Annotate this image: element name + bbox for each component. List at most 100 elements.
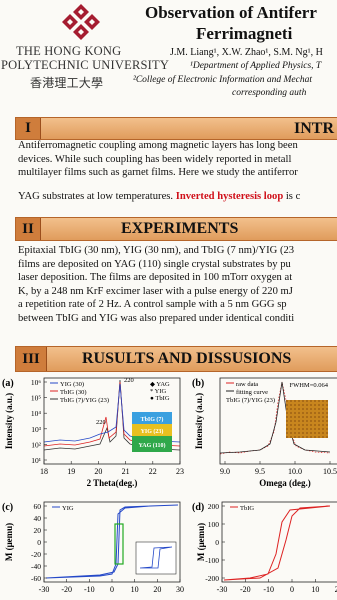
x-tick-label: -20 xyxy=(61,585,72,594)
plot-frame xyxy=(221,501,337,583)
y-tick-label: 10³ xyxy=(31,425,42,434)
paragraph-line: Antiferromagnetic coupling among magneti… xyxy=(18,140,298,151)
paragraph-line: Epitaxial TbIG (30 nm), YIG (30 nm), and… xyxy=(18,245,295,256)
y-tick-label: -40 xyxy=(31,562,41,571)
legend-label: fitting curve xyxy=(236,389,268,396)
y-tick-label: 10⁶ xyxy=(31,378,42,387)
paragraph-line: devices. While such coupling has been wi… xyxy=(18,153,292,165)
marker-legend: ● TbIG xyxy=(150,395,170,402)
text: YAG substrates at low temperatures. xyxy=(18,191,176,202)
layer xyxy=(132,424,172,436)
authors: J.M. Liang¹, X.W. Zhao¹, S.M. Ng¹, H xyxy=(170,47,323,58)
x-tick-label: 21 xyxy=(122,467,130,476)
paragraph-line: laser deposition. The films are deposite… xyxy=(18,272,293,283)
y-axis-label: M (μemu) xyxy=(196,523,206,561)
x-axis-label: Omega (deg.) xyxy=(259,478,311,488)
x-tick-label: 18 xyxy=(40,467,48,476)
layer-label: YAG (110) xyxy=(139,442,166,449)
paragraph-line: multilayer films such as garnet films. H… xyxy=(18,167,298,178)
y-tick-label: 10⁴ xyxy=(31,409,42,418)
y-tick-label: 200 xyxy=(208,502,220,511)
legend-label: YIG xyxy=(62,505,74,512)
y-tick-label: 60 xyxy=(34,502,42,511)
x-tick-label: 20 xyxy=(94,467,102,476)
section-header: III RUSULTS AND DISSUSIONS xyxy=(15,346,337,372)
x-tick-label: 23 xyxy=(176,467,184,476)
x-tick-label: -10 xyxy=(263,585,274,594)
marker-legend: * YIG xyxy=(150,388,166,395)
y-tick-label: -100 xyxy=(205,556,219,565)
layer xyxy=(132,436,172,452)
y-tick-label: 0 xyxy=(37,538,41,547)
y-tick-label: -20 xyxy=(31,550,41,559)
y-tick-label: 10⁵ xyxy=(31,394,42,403)
paragraph-line: YAG substrates at low temperatures. Inve… xyxy=(18,191,300,202)
y-tick-label: -200 xyxy=(205,574,219,583)
y-tick-label: 10² xyxy=(31,440,42,449)
y-tick-label: 100 xyxy=(208,520,220,529)
inset-curve xyxy=(139,546,173,569)
x-tick-label: 10.5 xyxy=(323,467,337,476)
section-numeral: I xyxy=(16,118,41,139)
panel-label: (d) xyxy=(192,502,204,513)
x-tick-label: 9.5 xyxy=(255,467,265,476)
peak-label: 220 xyxy=(96,419,106,426)
paragraph-line: a repetition rate of 2 Hz. A control sam… xyxy=(18,299,287,310)
x-tick-label: 9.0 xyxy=(220,467,230,476)
panel-label: (c) xyxy=(2,502,13,513)
highlight-box xyxy=(114,523,124,565)
x-tick-label: 10.0 xyxy=(288,467,302,476)
y-tick-label: -60 xyxy=(31,574,41,583)
panel-label: (b) xyxy=(192,378,204,389)
legend-label: TbIG xyxy=(240,505,254,512)
section-header: II EXPERIMENTS xyxy=(15,217,337,241)
x-tick-label: 10 xyxy=(131,585,139,594)
y-tick-label: 40 xyxy=(34,514,42,523)
legend-label: TbIG (7)/YIG (23) xyxy=(60,397,109,404)
title: Observation of Antiferr xyxy=(145,3,317,22)
curve xyxy=(219,381,331,454)
section-numeral: II xyxy=(16,218,41,240)
section-numeral: III xyxy=(16,347,47,371)
curve xyxy=(223,505,331,581)
legend-label: TbIG (7)/YIG (23) xyxy=(226,397,275,404)
x-tick-label: 0 xyxy=(290,585,294,594)
university-name: THE HONG KONG xyxy=(16,44,122,58)
figure: (c) M (μemu) -30 -20 -10 0 10 20 30 60 40 20 0 -20 -40… xyxy=(2,501,184,594)
x-tick-label: -10 xyxy=(84,585,95,594)
paragraph-line: films are deposited on YAG (110) single … xyxy=(18,258,291,270)
x-tick-label: -30 xyxy=(39,585,50,594)
peak-label: 220 xyxy=(124,377,134,384)
university-name-zh: 香港理工大學 xyxy=(30,76,104,90)
layer-label: YIG (23) xyxy=(141,428,164,435)
highlight: Inverted hysteresis loop xyxy=(175,191,284,202)
title: Ferrimagneti xyxy=(196,24,293,43)
x-tick-label: 20 xyxy=(153,585,161,594)
paragraph-line: between TbIG and YIG was also prepared u… xyxy=(18,312,295,324)
logo xyxy=(62,4,100,40)
legend-label: YIG (30) xyxy=(60,381,84,388)
panel-label: (a) xyxy=(2,378,14,389)
section-header: I INTR xyxy=(15,117,337,140)
figure: (d)M (μemu)-30-20-1001020302001000-100-2… xyxy=(192,501,337,594)
y-tick-label: 0 xyxy=(215,538,219,547)
y-tick-label: 20 xyxy=(34,526,42,535)
x-axis-label: 2 Theta(deg.) xyxy=(87,478,138,488)
annotation: FWHM=0.064 xyxy=(289,382,328,389)
x-tick-label: 20 xyxy=(335,585,337,594)
layer-label: TbIG (7) xyxy=(141,416,164,423)
figure: (a) Intensity (a.u.) 2 Theta(deg.) 18 19 20 21… xyxy=(2,377,184,488)
afm-texture xyxy=(286,400,328,438)
section-heading: INTR xyxy=(294,119,335,137)
layer xyxy=(132,412,172,424)
legend-label: raw data xyxy=(236,381,258,388)
x-tick-label: 0 xyxy=(110,585,114,594)
affiliation: ²College of Electronic Information and M… xyxy=(133,75,313,85)
x-tick-label: 30 xyxy=(176,585,184,594)
marker-legend: ◆ YAG xyxy=(150,381,170,388)
paragraph-line: K, by a 248 nm KrF excimer laser with a … xyxy=(18,285,293,297)
x-tick-label: -30 xyxy=(217,585,228,594)
x-tick-label: 19 xyxy=(67,467,75,476)
plot-frame xyxy=(219,377,337,465)
